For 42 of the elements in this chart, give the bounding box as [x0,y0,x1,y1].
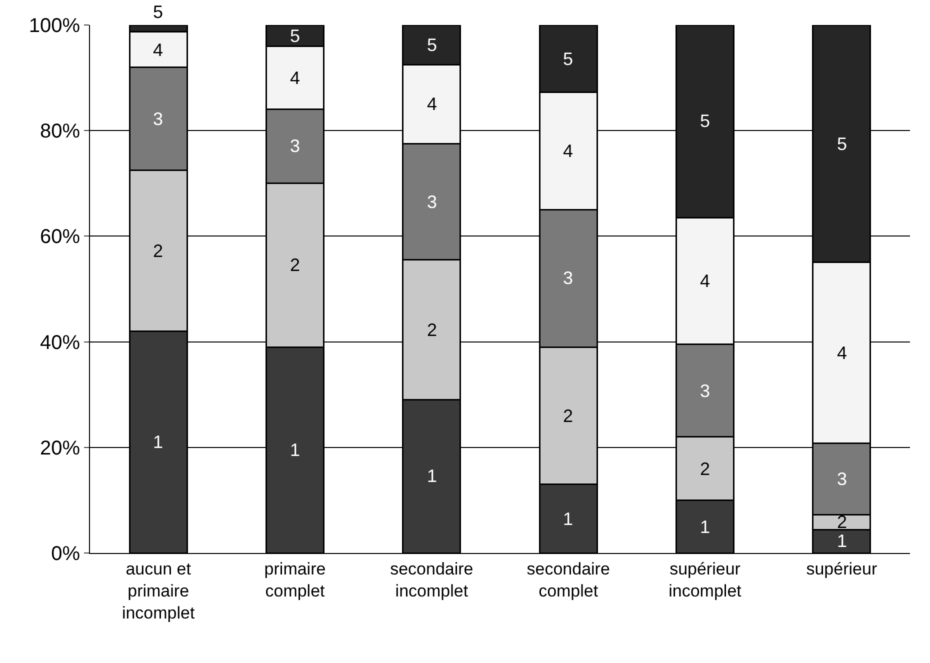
text: 2 [427,320,438,340]
text: 5 [837,134,848,154]
x-tick-label: secondaire incomplet [390,559,474,600]
text: 1 [153,432,164,452]
series-label: 5 [290,26,300,46]
text: 1 [563,509,574,529]
series-label: 1 [837,531,848,551]
y-tick-label: 0% [51,543,80,565]
text: 3 [290,136,300,156]
series-label: 3 [427,192,438,212]
text: 1 [700,517,710,537]
x-tick-label: primaire complet [264,559,326,600]
text: 5 [153,2,164,22]
text: 5 [563,49,574,69]
text: 3 [700,381,710,401]
y-tick-label: 100% [28,15,80,37]
text: 4 [700,271,710,291]
text: 4 [837,343,848,363]
text: 4 [563,141,574,161]
text: 5 [700,111,710,131]
series-label: 2 [837,512,848,532]
text: 4 [427,94,438,114]
text: 2 [290,255,300,275]
y-tick-label: 60% [40,226,80,248]
text: 5 [427,35,438,55]
x-tick-label: supérieur [806,559,878,578]
text: 1 [427,466,438,486]
text: 2 [153,241,164,261]
y-tick-label: 40% [40,332,80,354]
x-tick-label: supérieur incomplet [668,559,742,600]
x-tick-label: secondaire complet [526,559,610,600]
text: 4 [290,68,300,88]
text: 3 [837,469,848,489]
text: 3 [563,268,574,288]
text: 2 [563,406,574,426]
x-tick-label: aucun et primaire incomplet [122,559,195,623]
y-tick-label: 20% [40,437,80,460]
text: 1 [290,440,300,460]
text: 3 [153,109,164,129]
y-tick-label: 80% [40,120,80,143]
text: 2 [700,459,710,479]
series-label: 4 [153,40,164,60]
